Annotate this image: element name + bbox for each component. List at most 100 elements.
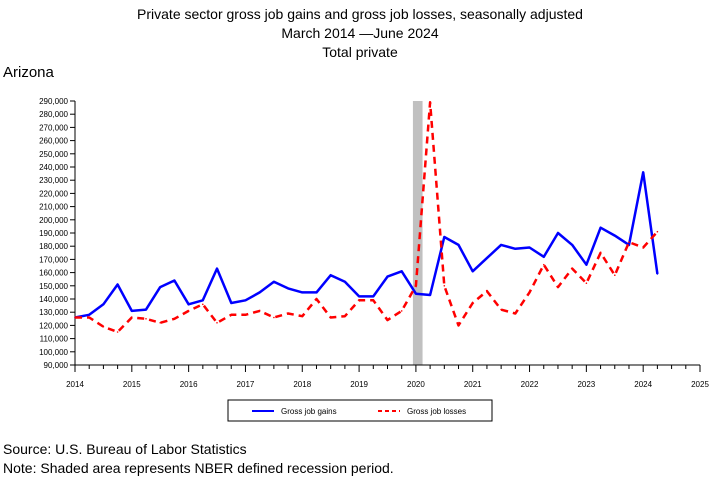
job-losses-point (145, 318, 147, 320)
job-losses-point (315, 298, 318, 300)
job-losses-point (244, 314, 247, 316)
job-gains-point (131, 310, 133, 312)
y-tick-label: 250,000 (39, 150, 68, 159)
y-tick-label: 200,000 (39, 216, 68, 225)
job-losses-point (116, 331, 119, 333)
job-gains-point (102, 303, 105, 306)
job-losses-point (131, 316, 133, 319)
job-gains-point (88, 314, 90, 316)
job-losses-point (102, 325, 105, 328)
y-tick-label: 90,000 (44, 361, 69, 370)
y-tick-label: 210,000 (39, 203, 68, 212)
job-losses-point (457, 324, 460, 327)
job-gains-point (230, 302, 233, 304)
legend-box (227, 399, 493, 422)
job-gains-point (258, 291, 261, 294)
y-tick-label: 170,000 (39, 255, 68, 264)
job-gains-point (287, 287, 289, 290)
job-losses-point (543, 263, 545, 266)
job-gains-point (500, 244, 502, 246)
y-tick-label: 120,000 (39, 321, 68, 330)
chart-axes (74, 101, 700, 366)
job-losses-point (372, 299, 375, 302)
job-losses-point (500, 308, 502, 311)
job-losses-point (471, 302, 474, 304)
job-gains-point (599, 226, 602, 229)
y-tick-label: 100,000 (39, 348, 68, 357)
job-gains-point (528, 246, 531, 249)
job-losses-point (642, 246, 644, 249)
y-tick-label: 130,000 (39, 308, 68, 317)
job-losses-point (443, 285, 446, 287)
y-tick-label: 270,000 (39, 123, 68, 132)
x-tick-label: 2014 (66, 380, 84, 389)
chart-subtitle: Total private (322, 44, 398, 60)
x-tick-label: 2023 (577, 380, 595, 389)
job-gains-point (614, 234, 616, 237)
job-losses-point (230, 314, 233, 316)
job-losses-point (273, 316, 275, 319)
recession-band (412, 101, 423, 365)
job-gains-point (457, 244, 460, 246)
x-tick-label: 2016 (180, 380, 198, 389)
legend-losses-label: Gross job losses (407, 407, 466, 416)
x-tick-label: 2020 (407, 380, 425, 389)
y-tick-label: 260,000 (39, 137, 68, 146)
x-tick-label: 2021 (464, 380, 482, 389)
x-axis: 2014 2015 2016 2017 2018 2019 2020 2021 2022 2023… (66, 365, 709, 389)
job-losses-point (528, 291, 531, 294)
job-gains-line (74, 171, 659, 319)
job-gains-point (642, 171, 644, 174)
y-tick-label: 160,000 (39, 269, 68, 278)
job-gains-point (329, 274, 332, 277)
y-tick-label: 150,000 (39, 282, 68, 291)
job-losses-point (400, 310, 403, 312)
job-losses-point (258, 310, 261, 312)
x-tick-label: 2015 (123, 380, 141, 389)
job-losses-point (628, 241, 630, 243)
job-gains-point (159, 286, 161, 288)
y-tick-label: 190,000 (39, 229, 68, 238)
job-gains-point (315, 291, 318, 294)
job-gains-point (187, 303, 190, 306)
x-tick-label: 2022 (521, 380, 539, 389)
job-gains-point (514, 248, 517, 250)
x-tick-label: 2024 (634, 380, 652, 389)
job-gains-point (543, 255, 545, 258)
job-gains-point (244, 299, 247, 302)
job-gains-point (415, 292, 417, 295)
job-gains-point (202, 299, 204, 302)
chart-title: Private sector gross job gains and gross… (137, 6, 583, 22)
job-losses-point (159, 322, 161, 324)
job-gains-point (656, 273, 659, 275)
x-tick-label: 2018 (293, 380, 311, 389)
job-losses-point (486, 290, 488, 292)
job-gains-point (557, 232, 559, 234)
job-gains-point (216, 267, 218, 270)
y-tick-label: 280,000 (39, 110, 68, 119)
job-gains-point (471, 270, 474, 273)
job-losses-point (88, 316, 90, 319)
job-gains-point (301, 291, 304, 294)
job-losses-point (287, 312, 289, 315)
x-tick-label: 2019 (350, 380, 368, 389)
job-gains-point (486, 257, 488, 259)
legend: Gross job gains Gross job losses (227, 399, 493, 422)
job-losses-point (429, 101, 431, 104)
job-losses-point (202, 303, 204, 306)
job-gains-point (116, 283, 119, 286)
job-losses-line (75, 101, 659, 334)
job-losses-point (571, 267, 573, 270)
recession-note: Note: Shaded area represents NBER define… (3, 460, 394, 476)
job-losses-point (656, 230, 659, 233)
y-tick-label: 220,000 (39, 189, 68, 198)
job-losses-point (614, 274, 616, 277)
job-gains-point (173, 279, 176, 282)
legend-gains-label: Gross job gains (281, 407, 337, 416)
y-tick-label: 230,000 (39, 176, 68, 185)
job-gains-point (585, 263, 588, 266)
job-losses-point (74, 316, 76, 319)
job-gains-point (145, 308, 147, 311)
job-losses-point (329, 316, 332, 319)
